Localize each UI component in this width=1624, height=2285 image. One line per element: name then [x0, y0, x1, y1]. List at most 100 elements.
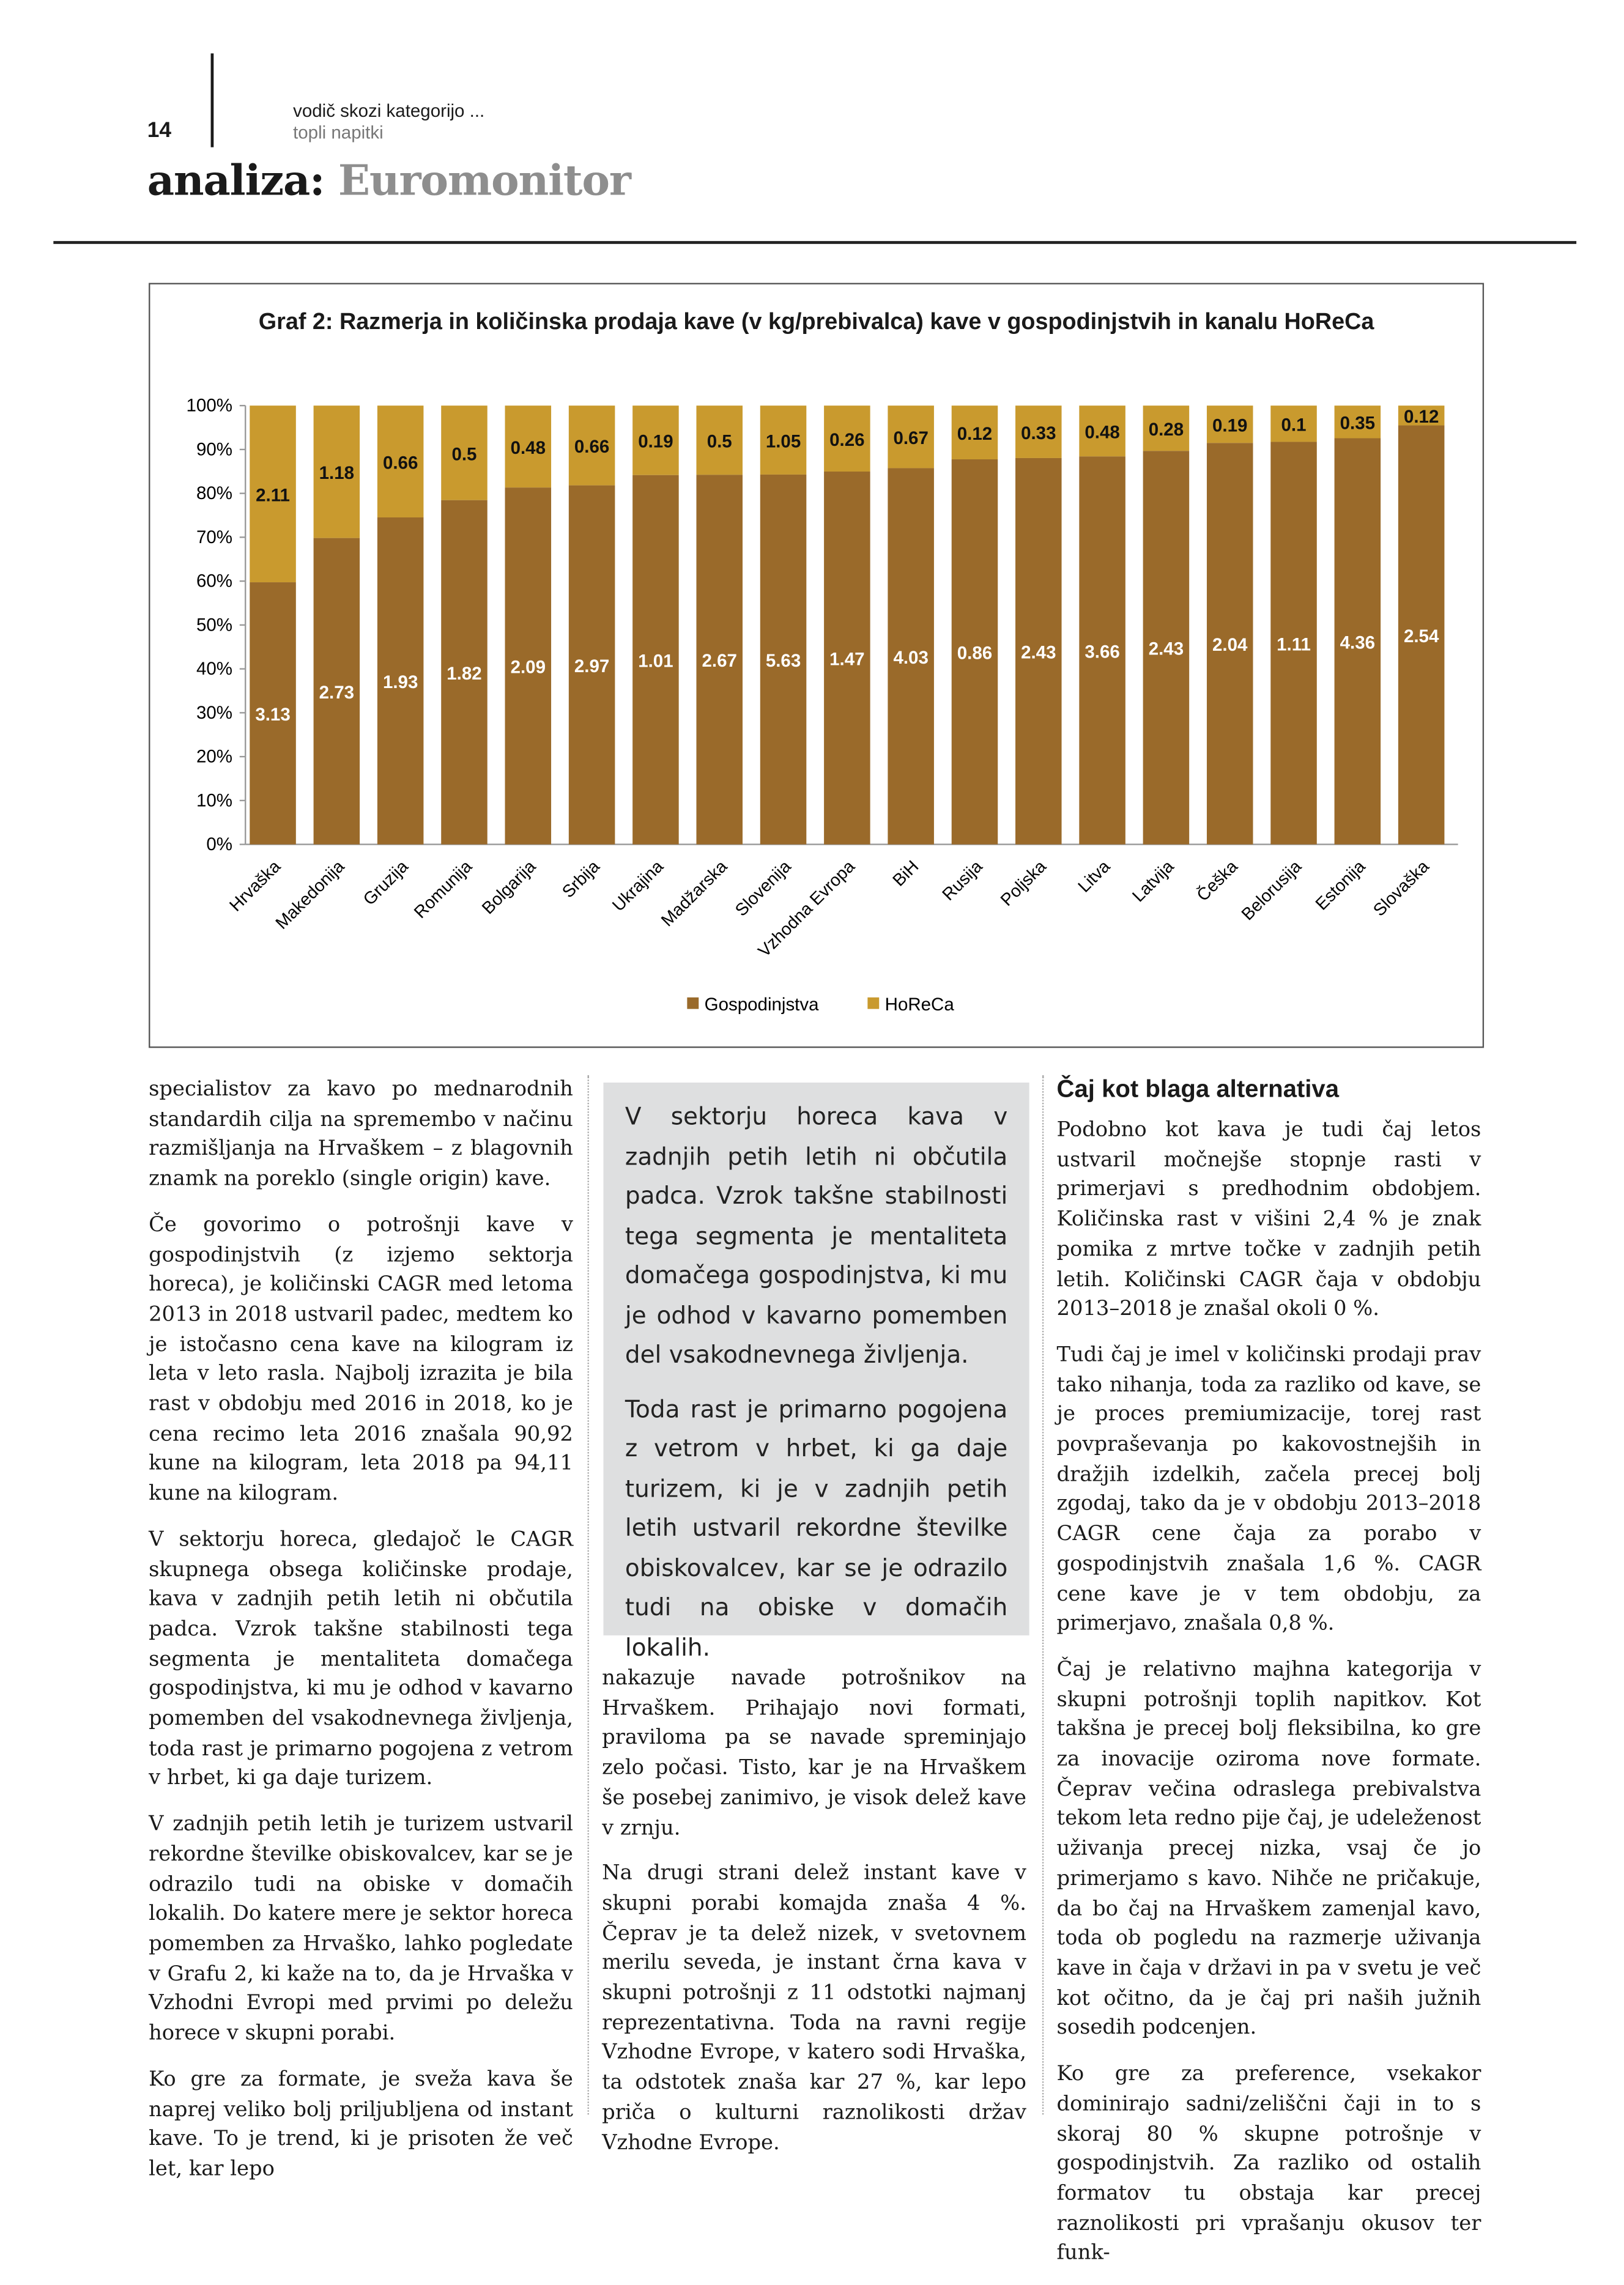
bar-gospodinjstva [1143, 451, 1190, 845]
column-divider [1042, 1075, 1044, 2115]
section-heading: Čaj kot blaga alternativa [1056, 1075, 1340, 1103]
paragraph: Če govorimo o potrošnji kave v gospodinj… [149, 1213, 573, 1506]
bar-gospodinjstva [632, 475, 679, 845]
data-label-gospodinjstva: 0.86 [957, 643, 992, 664]
bar-gospodinjstva [760, 474, 807, 845]
bar-horeca [377, 406, 424, 517]
category-label: Slovenija [732, 857, 795, 920]
bar-gospodinjstva [441, 500, 488, 845]
legend-swatch-gospodinjstva [687, 997, 699, 1009]
data-label-horeca: 0.48 [1085, 423, 1119, 443]
section-kicker: vodič skozi kategorijo ... topli napitki [293, 101, 484, 144]
bar-horeca [760, 406, 807, 475]
category-label: Ukrajina [609, 857, 667, 916]
bar-horeca [568, 406, 615, 486]
data-label-horeca: 0.5 [707, 432, 732, 452]
paragraph: specialistov za kavo po mednarodnih stan… [149, 1078, 573, 1191]
data-label-horeca: 1.18 [319, 463, 354, 483]
data-label-horeca: 0.12 [1404, 407, 1439, 427]
bar-gospodinjstva [696, 475, 743, 845]
category-label: Slovaška [1370, 857, 1433, 920]
title-prefix: analiza: [147, 155, 325, 206]
column-3: Čaj kot blaga alternativa Podobno kot ka… [1057, 1075, 1481, 2285]
category-label: Belorusija [1238, 857, 1306, 925]
data-label-gospodinjstva: 1.47 [829, 650, 864, 670]
chart-frame: Graf 2: Razmerja in količinska prodaja k… [149, 283, 1485, 1048]
data-label-gospodinjstva: 2.67 [702, 651, 737, 671]
bar-gospodinjstva [568, 485, 615, 845]
data-label-horeca: 1.05 [766, 431, 801, 451]
data-label-horeca: 0.19 [638, 432, 673, 452]
category-label: Estonija [1312, 857, 1370, 914]
bar-gospodinjstva [1015, 457, 1062, 845]
category-label: Češka [1193, 857, 1242, 906]
data-label-gospodinjstva: 1.82 [447, 664, 481, 684]
data-label-gospodinjstva: 2.04 [1212, 635, 1248, 655]
category-label: Poljska [997, 857, 1050, 910]
paragraph: Ko gre za preference, vsekakor dominiraj… [1056, 2062, 1481, 2265]
bar-gospodinjstva [824, 471, 870, 845]
data-label-horeca: 0.33 [1021, 423, 1056, 443]
data-label-gospodinjstva: 1.11 [1277, 634, 1311, 654]
data-label-gospodinjstva: 2.09 [511, 657, 546, 678]
data-label-gospodinjstva: 4.36 [1340, 632, 1375, 653]
legend-swatch-horeca [867, 997, 880, 1009]
kicker-title: vodič skozi kategorijo ... [293, 101, 485, 122]
page-number: 14 [147, 118, 172, 143]
bar-horeca [250, 406, 296, 583]
bar-horeca [313, 406, 360, 538]
bar-gospodinjstva [1334, 438, 1381, 845]
category-label: Madžarska [658, 857, 732, 931]
bar-gospodinjstva [1079, 456, 1125, 845]
data-label-horeca: 0.67 [893, 428, 928, 448]
column-divider [587, 1075, 589, 2115]
bar-gospodinjstva [1206, 443, 1253, 845]
data-label-gospodinjstva: 2.54 [1404, 626, 1439, 646]
y-tick-label: 90% [196, 439, 232, 459]
paragraph: Čaj je relativno majhna kategorija v sku… [1056, 1658, 1481, 2040]
paragraph: Ko gre za formate, je sveža kava še napr… [149, 2068, 573, 2181]
bar-horeca [1079, 406, 1125, 457]
data-label-gospodinjstva: 2.43 [1021, 643, 1056, 663]
header-rule [53, 241, 1577, 244]
data-label-gospodinjstva: 2.43 [1149, 639, 1184, 659]
data-label-horeca: 0.66 [383, 453, 418, 473]
title-main: Euromonitor [338, 155, 631, 206]
page-title: analiza: Euromonitor [147, 156, 631, 205]
bar-horeca [1334, 406, 1381, 439]
bar-horeca [1206, 406, 1253, 443]
data-label-horeca: 0.35 [1340, 413, 1375, 434]
data-label-horeca: 0.26 [829, 430, 864, 450]
bar-horeca [1143, 406, 1190, 451]
y-tick-label: 40% [196, 659, 232, 679]
y-tick-label: 50% [196, 615, 232, 635]
header-divider [210, 53, 214, 147]
bar-horeca [1398, 406, 1445, 426]
data-label-horeca: 0.28 [1149, 420, 1184, 440]
y-tick-label: 70% [196, 527, 232, 547]
bar-horeca [824, 406, 870, 472]
bar-horeca [505, 406, 552, 488]
bar-horeca [696, 406, 743, 475]
bar-horeca [1015, 406, 1062, 458]
category-label: Srbija [558, 857, 604, 902]
category-label: Rusija [938, 857, 986, 905]
data-label-gospodinjstva: 4.03 [893, 648, 928, 668]
legend-label-gospodinjstva: Gospodinjstva [705, 994, 819, 1015]
data-label-gospodinjstva: 3.13 [255, 705, 290, 725]
bar-gospodinjstva [951, 459, 998, 845]
category-label: Romunija [410, 857, 476, 922]
bar-horeca [951, 406, 998, 460]
data-label-gospodinjstva: 2.73 [319, 683, 354, 703]
paragraph: Tudi čaj je imel v količinski prodaji pr… [1056, 1343, 1481, 1636]
category-label: Litva [1074, 857, 1114, 897]
stacked-bar-chart: 0% 10% 20% 30% 40% 50% 60% 70% 80% 90% 100% 2.11 3.1… [187, 396, 1458, 1015]
paragraph: V sektorju horeca, gledajoč le CAGR skup… [149, 1528, 573, 1791]
column-1: specialistov za kavo po mednarodnih stan… [149, 1075, 573, 2201]
paragraph: V zadnjih petih letih je turizem ustvari… [149, 1813, 573, 2046]
bar-horeca [632, 406, 679, 475]
y-tick-label: 100% [187, 396, 232, 416]
pull-quote-text: Toda rast je primarno pogojena z vetrom … [625, 1394, 1008, 1661]
kicker-subtitle: topli napitki [293, 122, 384, 143]
data-label-horeca: 2.11 [256, 485, 290, 505]
